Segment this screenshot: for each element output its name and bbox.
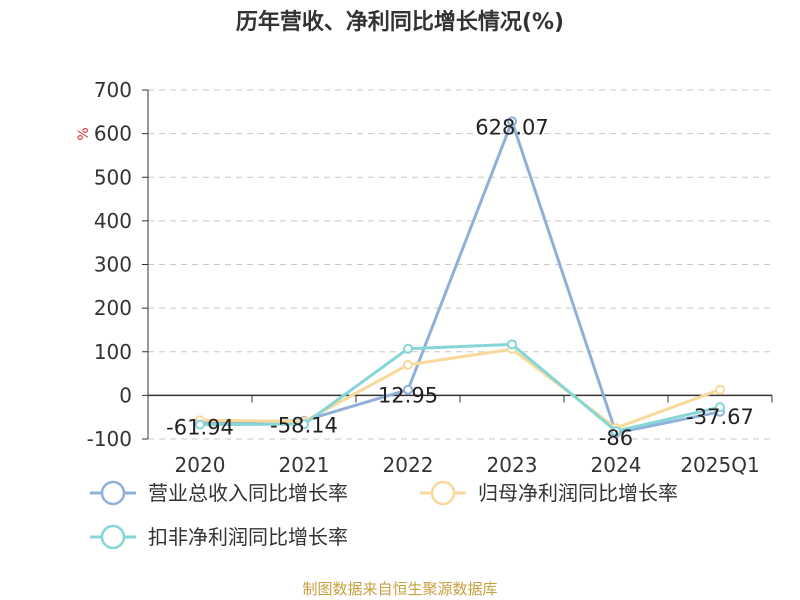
- data-point: [611, 426, 621, 437]
- legend-label: 扣非净利润同比增长率: [148, 525, 348, 549]
- data-point: [507, 339, 517, 350]
- x-tick-label: 2022: [383, 453, 434, 477]
- series-lines: [195, 116, 725, 438]
- x-tick-label: 2021: [279, 453, 330, 477]
- source-note: 制图数据来自恒生聚源数据库: [302, 580, 498, 598]
- series-line: [199, 342, 721, 433]
- x-tick-label: 2023: [487, 453, 538, 477]
- data-label: -86: [599, 426, 633, 450]
- legend-marker: [430, 480, 456, 506]
- data-point: [507, 116, 517, 127]
- legend-label: 营业总收入同比增长率: [148, 481, 348, 505]
- data-label: 12.95: [378, 384, 438, 408]
- series-line: [199, 119, 721, 435]
- axes: 700 600 500 400 300 200 100 0 -100% 2020 2021 2022 2…: [76, 78, 773, 477]
- data-label: -58.14: [270, 414, 338, 438]
- y-tick-label: 700: [94, 78, 132, 102]
- y-tick-label: 600: [94, 122, 132, 146]
- data-point: [715, 402, 725, 413]
- chart-title: 历年营收、净利同比增长情况(%): [235, 10, 565, 35]
- series-line: [199, 347, 721, 430]
- data-point: [403, 343, 413, 354]
- grid-lines: [148, 89, 772, 440]
- data-label: -61.94: [166, 415, 234, 439]
- y-tick-label: 500: [94, 165, 132, 189]
- data-point: [403, 359, 413, 370]
- data-labels: -61.94 -58.14 12.95 628.07 -86 -37.67: [166, 115, 754, 450]
- y-tick-label: 0: [119, 383, 132, 407]
- y-tick-label: 300: [94, 253, 132, 277]
- x-tick-label: 2020: [175, 453, 226, 477]
- data-point: [299, 419, 309, 430]
- legend-marker: [100, 480, 126, 506]
- legend-label: 归母净利润同比增长率: [478, 481, 678, 505]
- data-point: [403, 384, 413, 395]
- data-label: 628.07: [475, 115, 548, 139]
- y-tick-label: -100: [87, 427, 132, 451]
- data-label: -37.67: [686, 405, 754, 429]
- x-tick-label: 2025Q1: [680, 453, 759, 477]
- y-axis-unit: %: [76, 127, 92, 140]
- y-tick-label: 100: [94, 340, 132, 364]
- x-tick-label: 2024: [591, 453, 642, 477]
- y-tick-label: 400: [94, 209, 132, 233]
- data-point: [195, 419, 205, 430]
- y-tick-label: 200: [94, 296, 132, 320]
- data-point: [715, 384, 725, 395]
- legend-marker: [100, 524, 126, 550]
